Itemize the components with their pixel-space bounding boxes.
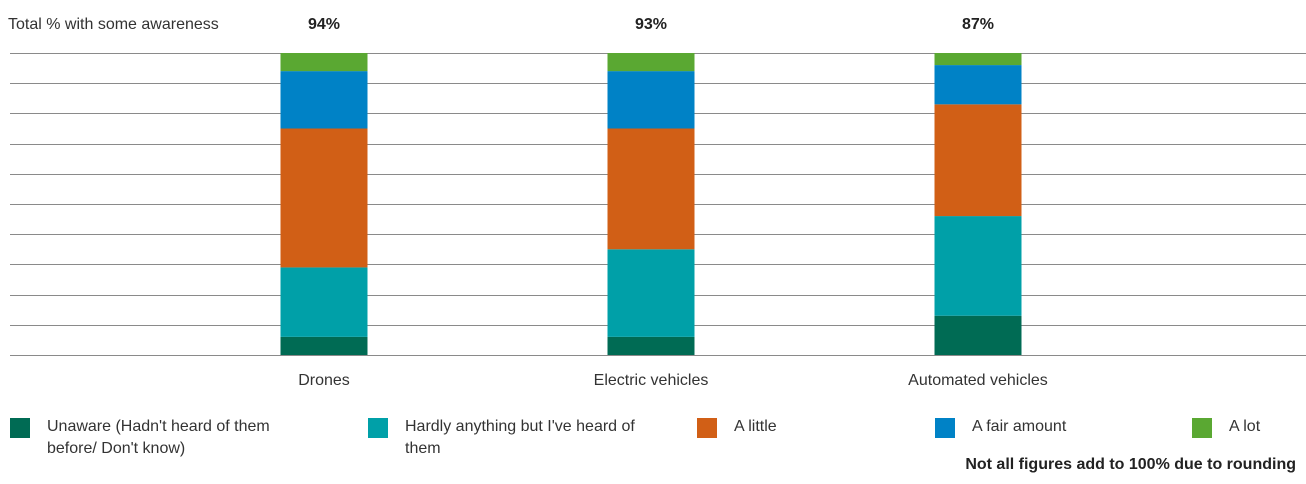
bar-segment xyxy=(280,128,368,268)
bar-segment xyxy=(607,53,695,72)
legend-label: Hardly anything but I've heard of them xyxy=(405,418,635,457)
awareness-label: Total % with some awareness xyxy=(8,16,219,33)
legend-swatch xyxy=(10,418,30,438)
bar-segment xyxy=(934,104,1022,217)
x-tick-label: Drones xyxy=(298,372,350,389)
legend-swatch xyxy=(697,418,717,438)
legend-item: A lot xyxy=(1192,418,1306,438)
legend-label: Unaware (Hadn't heard of them before/ Do… xyxy=(47,418,270,457)
legend-item: Unaware (Hadn't heard of them before/ Do… xyxy=(10,418,317,460)
bar-segment xyxy=(280,53,368,72)
legend-item: Hardly anything but I've heard of them xyxy=(368,418,635,460)
legend-swatch xyxy=(1192,418,1212,438)
bar-segment xyxy=(607,249,695,337)
x-tick-label: Automated vehicles xyxy=(908,372,1048,389)
bar-segment xyxy=(280,267,368,337)
awareness-total: 93% xyxy=(635,16,667,33)
legend-label: A lot xyxy=(1229,418,1261,435)
legend-label: A fair amount xyxy=(972,418,1067,435)
legend-swatch xyxy=(368,418,388,438)
legend-item: A little xyxy=(697,418,884,438)
chart: Total % with some awareness Drones 94% Ele… xyxy=(8,16,1306,389)
bar-segment xyxy=(280,336,368,355)
x-tick-label: Electric vehicles xyxy=(594,372,709,389)
legend-item: A fair amount xyxy=(935,418,1152,438)
bar-segment xyxy=(607,336,695,355)
bar-segment xyxy=(934,216,1022,316)
bar-segment xyxy=(934,53,1022,66)
awareness-total: 87% xyxy=(962,16,994,33)
bar-segment xyxy=(607,71,695,129)
legend-label: A little xyxy=(734,418,777,435)
note: Not all figures add to 100% due to round… xyxy=(965,456,1296,473)
bar-segment xyxy=(934,315,1022,355)
legend-swatch xyxy=(935,418,955,438)
awareness-total: 94% xyxy=(308,16,340,33)
bar-segment xyxy=(607,128,695,250)
bar-segment xyxy=(934,65,1022,105)
bar-segment xyxy=(280,71,368,129)
